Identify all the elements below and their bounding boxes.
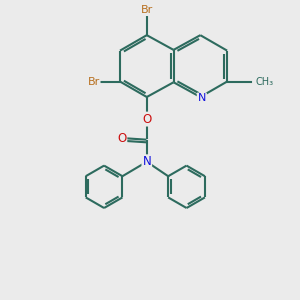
Text: Br: Br <box>141 5 153 15</box>
Text: O: O <box>142 112 152 126</box>
Text: N: N <box>142 155 151 168</box>
Text: O: O <box>117 132 126 145</box>
Text: Br: Br <box>87 76 100 86</box>
Text: N: N <box>198 94 206 103</box>
Text: CH₃: CH₃ <box>255 76 273 86</box>
